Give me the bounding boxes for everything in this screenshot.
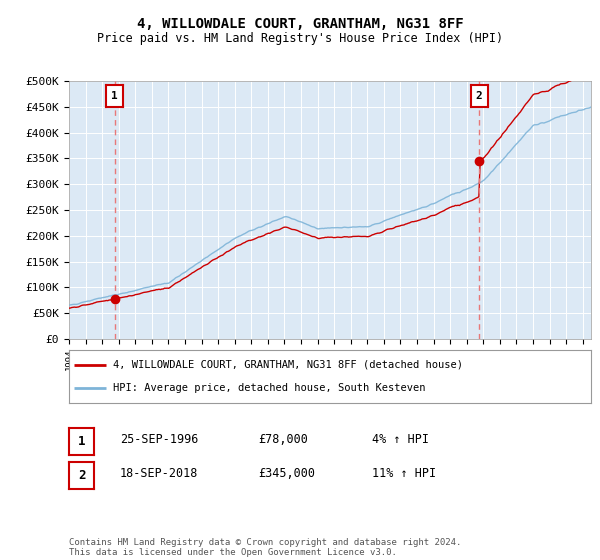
Text: 11% ↑ HPI: 11% ↑ HPI: [372, 466, 436, 480]
Text: 4% ↑ HPI: 4% ↑ HPI: [372, 433, 429, 446]
Text: 4, WILLOWDALE COURT, GRANTHAM, NG31 8FF (detached house): 4, WILLOWDALE COURT, GRANTHAM, NG31 8FF …: [113, 360, 463, 370]
Text: 1: 1: [111, 91, 118, 101]
Text: 4, WILLOWDALE COURT, GRANTHAM, NG31 8FF: 4, WILLOWDALE COURT, GRANTHAM, NG31 8FF: [137, 17, 463, 31]
Text: Price paid vs. HM Land Registry's House Price Index (HPI): Price paid vs. HM Land Registry's House …: [97, 32, 503, 45]
Text: 2: 2: [476, 91, 482, 101]
Text: 25-SEP-1996: 25-SEP-1996: [120, 433, 199, 446]
Text: 1: 1: [78, 435, 85, 449]
Text: HPI: Average price, detached house, South Kesteven: HPI: Average price, detached house, Sout…: [113, 383, 426, 393]
Text: £78,000: £78,000: [258, 433, 308, 446]
Text: Contains HM Land Registry data © Crown copyright and database right 2024.
This d: Contains HM Land Registry data © Crown c…: [69, 538, 461, 557]
Text: 2: 2: [78, 469, 85, 482]
Text: 18-SEP-2018: 18-SEP-2018: [120, 466, 199, 480]
Text: £345,000: £345,000: [258, 466, 315, 480]
